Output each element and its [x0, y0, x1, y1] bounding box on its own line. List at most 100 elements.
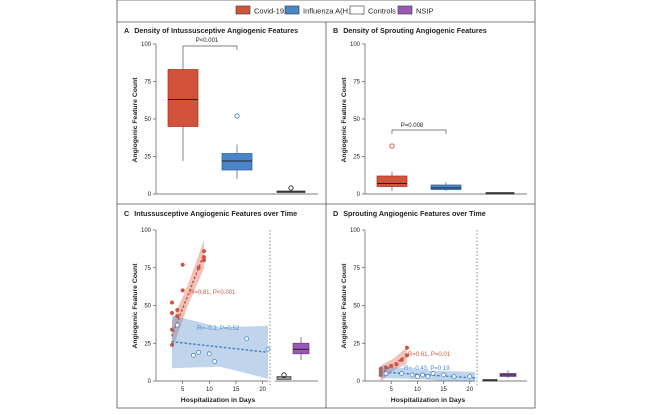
panel-a-box-0	[167, 69, 199, 127]
panel-d-influenza-point-1	[399, 371, 405, 376]
panel-d-covid-point-3	[383, 365, 388, 370]
panel-c-influenza-point-0	[174, 322, 180, 328]
panel-c-influenza-point-2	[196, 349, 202, 355]
panel-c-ytick-label-0: 0	[148, 379, 152, 385]
panel-b-box-0-outlier-0	[389, 143, 395, 149]
panel-c-covid-point-10	[202, 255, 206, 260]
panel-a-title-text: Density of Intussusceptive Angiogenic Fe…	[134, 26, 298, 35]
panel-c-title-text: Intussusceptive Angiogenic Features over…	[134, 209, 297, 218]
panel-d-xtick-label-0: 5	[390, 387, 394, 393]
legend-label-nsip: NSIP	[416, 7, 434, 16]
panel-c-influenza-fit-line	[171, 340, 269, 354]
panel-d-ytick-label-2: 50	[353, 304, 360, 310]
panel-c-ylabel: Angiogenic Feature Count	[132, 263, 139, 349]
panel-d-influenza-point-7	[441, 372, 446, 378]
panel-b-box-0	[376, 175, 408, 187]
panel-c-xtick-label-2: 15	[233, 387, 240, 393]
panel-c-covid-point-4	[175, 314, 180, 319]
panel-d-influenza-point-3	[414, 374, 420, 379]
panel-c-influenza-stat: R=−0.2, P=0.52	[197, 326, 240, 332]
panel-c-ytick-label-1: 25	[144, 341, 151, 347]
panel-a-title: A Density of Intussusceptive Angiogenic F…	[124, 26, 298, 35]
panel-b-box-1	[430, 184, 462, 190]
panel-c-covid-point-6	[180, 288, 185, 293]
panel-d-title-text: Sprouting Angiogenic Features over Time	[343, 209, 486, 218]
panel-d-covid-point-0	[378, 372, 383, 377]
panel-c-box-s1	[292, 342, 310, 355]
panel-c-xtick-label-0: 5	[181, 387, 185, 393]
panel-d-ytick-label-3: 75	[353, 266, 360, 272]
legend-swatch-nsip	[397, 5, 413, 15]
panel-c-box-s0-outlier-0	[281, 372, 287, 378]
panel-b-significance-bracket	[391, 129, 447, 134]
panel-c-influenza-point-5	[244, 336, 250, 342]
panel-c-xtick-label-1: 10	[206, 387, 213, 393]
panel-c-ytick-label-2: 50	[144, 304, 151, 310]
panel-a-box-2-outlier-0	[288, 185, 294, 191]
panel-c-covid-point-5	[175, 308, 180, 313]
panel-d-ytick-label-0: 0	[357, 379, 361, 385]
panel-d-xtick-label-3: 20	[466, 387, 473, 393]
panel-a-ytick-label-1: 25	[144, 155, 151, 161]
panel-d-influenza-stat: R=−0.43, P=0.19	[404, 366, 450, 372]
panel-d-influenza-point-9	[467, 374, 473, 379]
panel-d-covid-point-5	[394, 362, 399, 367]
panel-d-xtick-label-1: 10	[414, 387, 421, 393]
panel-c-covid-point-0	[170, 342, 174, 347]
panel-c-covid-point-3	[170, 300, 174, 305]
panel-d-influenza-fit-line	[379, 371, 476, 379]
legend-label-controls: Controls	[368, 7, 396, 16]
panel-c-covid-point-2	[170, 311, 174, 316]
panel-c-ytick-label-3: 75	[144, 266, 151, 272]
panel-d-ytick-label-4: 100	[350, 228, 361, 234]
legend: Covid-19 Influenza A(H1N1) Controls NSIP	[235, 5, 434, 16]
panel-d-covid-stat: R=0.61, P=0.01	[408, 352, 451, 358]
panel-d-influenza-point-2	[409, 372, 415, 378]
legend-label-influenza: Influenza A(H1N1)	[303, 7, 365, 16]
panel-c-xlabel: Hospitalization in Days	[181, 397, 256, 404]
legend-swatch-influenza	[284, 5, 300, 15]
panel-b-ytick-label-4: 100	[350, 42, 361, 48]
panel-c-covid-stat: R=0.81, P<0.001	[190, 290, 236, 296]
panel-d-covid-point-2	[378, 366, 383, 371]
panel-b-ytick-label-3: 75	[353, 80, 360, 86]
panel-a-ytick-label-2: 50	[144, 117, 151, 123]
panel-c-letter: C	[124, 209, 129, 218]
legend-swatch-controls	[349, 5, 365, 15]
panel-b-ytick-label-0: 0	[357, 192, 361, 198]
panel-c-ytick-label-4: 100	[141, 228, 152, 234]
panel-d-covid-point-7	[404, 353, 409, 358]
panel-a-ytick-label-0: 0	[148, 192, 152, 198]
panel-b-p-value: P=0.008	[401, 123, 424, 129]
panel-d-influenza-point-4	[420, 372, 426, 378]
panel-d-influenza-point-0	[383, 371, 389, 376]
panel-d-influenza-point-8	[451, 374, 457, 379]
panel-d-title: D Sprouting Angiogenic Features over Time	[333, 209, 486, 218]
panel-b-ytick-label-1: 25	[353, 155, 360, 161]
panel-a-ytick-label-3: 75	[144, 80, 151, 86]
panel-d-influenza-point-6	[430, 371, 436, 376]
panel-a-p-value: P<0.001	[196, 38, 219, 44]
panel-d-covid-point-6	[399, 357, 404, 362]
panel-a-ytick-label-4: 100	[141, 42, 152, 48]
panel-a-box-1	[221, 153, 253, 171]
panel-d-xlabel: Hospitalization in Days	[391, 397, 466, 404]
panel-d-letter: D	[333, 209, 338, 218]
panel-a-box-1-outlier-0	[234, 113, 240, 119]
panel-c-covid-point-11	[202, 249, 206, 254]
panel-a-significance-bracket	[182, 45, 238, 50]
panel-b-ytick-label-2: 50	[353, 117, 360, 123]
panel-d-covid-point-8	[404, 345, 409, 350]
panel-a-ylabel: Angiogenic Feature Count	[132, 77, 139, 163]
panel-c-influenza-point-3	[206, 351, 212, 357]
panel-b-ylabel: Angiogenic Feature Count	[341, 77, 348, 163]
panel-b-title-text: Density of Sprouting Angiogenic Features	[343, 26, 487, 35]
panel-a-letter: A	[124, 26, 129, 35]
panel-d-ytick-label-1: 25	[353, 341, 360, 347]
panel-c-influenza-point-6	[265, 346, 271, 352]
panel-c-title: C Intussusceptive Angiogenic Features ove…	[124, 209, 297, 218]
panel-c-influenza-point-1	[190, 352, 196, 358]
panel-d-ylabel: Angiogenic Feature Count	[341, 263, 348, 349]
